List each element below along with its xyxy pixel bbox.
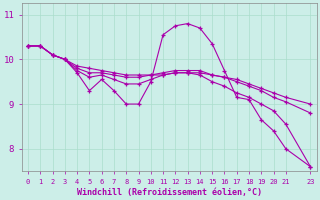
X-axis label: Windchill (Refroidissement éolien,°C): Windchill (Refroidissement éolien,°C)	[77, 188, 262, 197]
